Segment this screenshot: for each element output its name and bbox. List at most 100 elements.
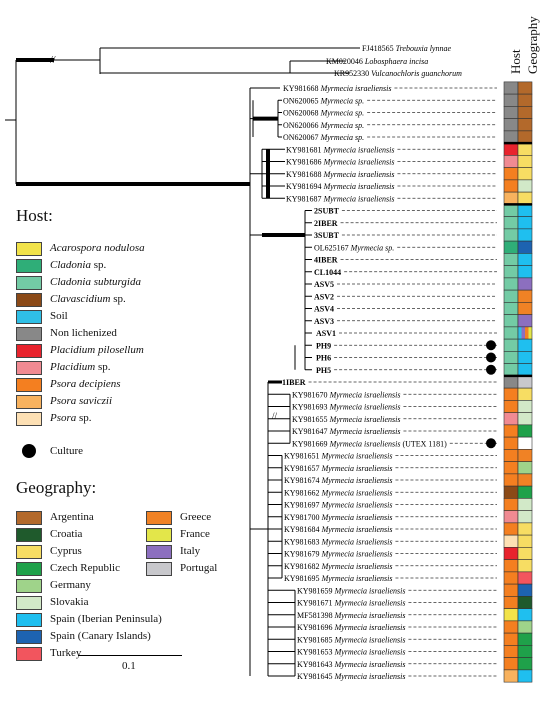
host-legend-item-swatch [16,259,42,273]
host-legend-item-label-suffix: sp. [95,361,111,373]
host-legend-item-label-text: Placidium pilosellum [50,344,144,356]
taxon-species: Myrmecia israeliensis [334,611,406,620]
host-legend-item-label: Cladonia subturgida [50,276,141,288]
geo-cell [517,191,533,205]
taxon-species: Myrmecia israeliensis [334,635,406,644]
outgroup-label: KM020046 Lobosphaera incisa [326,57,428,66]
geo-cell [517,240,533,254]
taxon-accession: KY981651 [284,452,322,461]
host-cell [503,179,519,193]
taxon-species: Myrmecia israeliensis [334,672,406,681]
taxon-species: Myrmecia sp. [320,96,365,105]
taxon-accession: KY981643 [297,660,335,669]
host-cell [503,645,519,658]
geo-cell [517,106,533,119]
taxon-label: KY981683 Myrmecia israeliensis [284,537,392,546]
taxon-species: Myrmecia sp. [320,109,365,118]
geo-legend-item-swatch [146,562,172,576]
taxon-accession: KY981671 [297,599,335,608]
host-cell [503,657,519,671]
taxon-accession: KY981669 [292,439,330,448]
taxon-accession: ON620067 [283,133,321,142]
culture-dot [486,364,496,375]
geo-legend-item-label: Slovakia [50,596,89,608]
geo-cell [517,155,533,168]
geography-column-header: Geography [525,16,540,74]
geo-cell [517,583,533,597]
taxon-species: Myrmecia israeliensis [329,415,401,424]
host-cell [503,351,519,364]
geo-cell [517,314,533,328]
taxon-accession: KY981685 [297,635,335,644]
geo-cell [517,265,533,279]
host-legend-item-label-suffix: sp. [76,412,92,424]
geo-legend-item-swatch [146,528,172,542]
geo-cell [517,424,533,438]
host-cell [503,596,519,609]
taxon-accession: KY981674 [284,476,322,485]
host-legend-item-swatch [16,395,42,409]
taxon-accession: 2IBER [314,219,338,228]
geo-cell [517,632,533,646]
host-legend-item-label: Placidium pilosellum [50,344,144,356]
taxon-accession: PH6 [316,354,331,363]
host-legend-item-label: Soil [50,310,68,322]
taxon-accession: KY981695 [284,574,322,583]
geo-legend-item-label-text: Greece [180,511,212,523]
geo-cell [517,436,533,450]
taxon-label: KY981643 Myrmecia israeliensis [297,660,405,669]
geo-cell [517,669,533,683]
taxon-species: Myrmecia israeliensis [334,660,406,669]
host-cell [503,204,519,217]
host-legend-item-swatch [16,327,42,341]
host-cell [503,130,519,144]
geo-cell [517,289,533,303]
taxon-species: Myrmecia sp. [320,121,365,130]
host-legend-item-label: Psora sp. [50,412,92,424]
taxon-species: Myrmecia israeliensis [334,599,406,608]
host-cell [503,608,519,622]
taxon-species: Myrmecia israeliensis [321,501,393,510]
geo-cell [517,130,533,144]
geo-cell [517,363,533,377]
geo-cell [517,228,533,242]
taxon-label: 2IBER [314,219,338,228]
taxon-label: KY981697 Myrmecia israeliensis [284,501,392,510]
taxon-label: KY981695 Myrmecia israeliensis [284,574,392,583]
geo-cell [517,216,533,230]
host-cell [503,559,519,573]
geo-cell [517,277,533,291]
taxon-species: Myrmecia israeliensis [323,145,395,154]
host-cell [503,669,519,683]
host-legend-item-label: Acarospora nodulosa [50,242,145,254]
host-legend-item-label: Clavascidium sp. [50,293,126,305]
geo-cell [517,302,533,315]
taxon-accession: KY981684 [284,525,322,534]
host-legend-item-label-text: Acarospora nodulosa [50,242,145,254]
taxon-species: Myrmecia israeliensis [329,439,401,448]
geo-legend-item-swatch [16,630,42,644]
host-legend-item-label: Placidium sp. [50,361,111,373]
geo-cell [517,608,533,622]
host-cell [503,387,519,401]
geo-cell [517,400,533,413]
taxon-accession: KY981670 [292,390,330,399]
taxon-accession: KY981683 [284,537,322,546]
geo-legend-item-swatch [16,511,42,525]
taxon-label: CL1044 [314,268,341,277]
host-legend-item-label: Psora decipiens [50,378,121,390]
host-cell [503,253,519,266]
host-cell [503,583,519,597]
taxon-accession: KY981694 [286,182,324,191]
host-cell [503,485,519,499]
geo-legend-item-label: Germany [50,579,91,591]
taxon-accession: CL1044 [314,268,341,277]
host-cell [503,449,519,462]
geo-legend-item-label-text: Argentina [50,511,94,523]
host-cell [503,93,519,107]
scale-bar [78,655,182,656]
taxon-accession: KY981647 [292,427,330,436]
taxon-species: Myrmecia israeliensis [334,623,406,632]
taxon-label: ASV2 [314,292,334,301]
